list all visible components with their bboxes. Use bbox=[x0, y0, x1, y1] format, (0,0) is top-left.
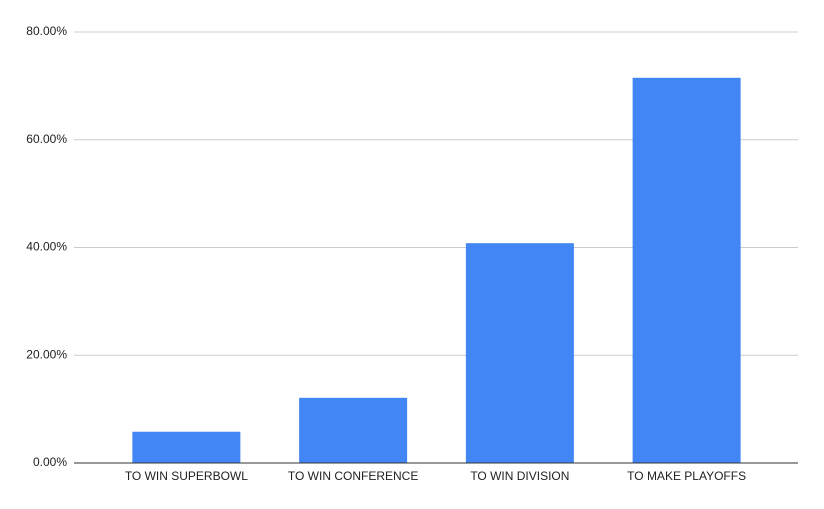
y-tick-label: 20.00% bbox=[26, 347, 67, 361]
y-tick-label: 60.00% bbox=[26, 132, 67, 146]
bar bbox=[299, 397, 408, 463]
x-tick-label: TO WIN CONFERENCE bbox=[288, 469, 418, 483]
y-tick-label: 80.00% bbox=[26, 24, 67, 38]
y-tick-label: 40.00% bbox=[26, 240, 67, 254]
bar bbox=[132, 431, 241, 463]
x-tick-label: TO MAKE PLAYOFFS bbox=[627, 469, 746, 483]
bar bbox=[465, 243, 574, 463]
x-tick-label: TO WIN SUPERBOWL bbox=[125, 469, 248, 483]
bar bbox=[632, 77, 741, 463]
y-tick-label: 0.00% bbox=[33, 455, 67, 469]
x-tick-label: TO WIN DIVISION bbox=[470, 469, 569, 483]
